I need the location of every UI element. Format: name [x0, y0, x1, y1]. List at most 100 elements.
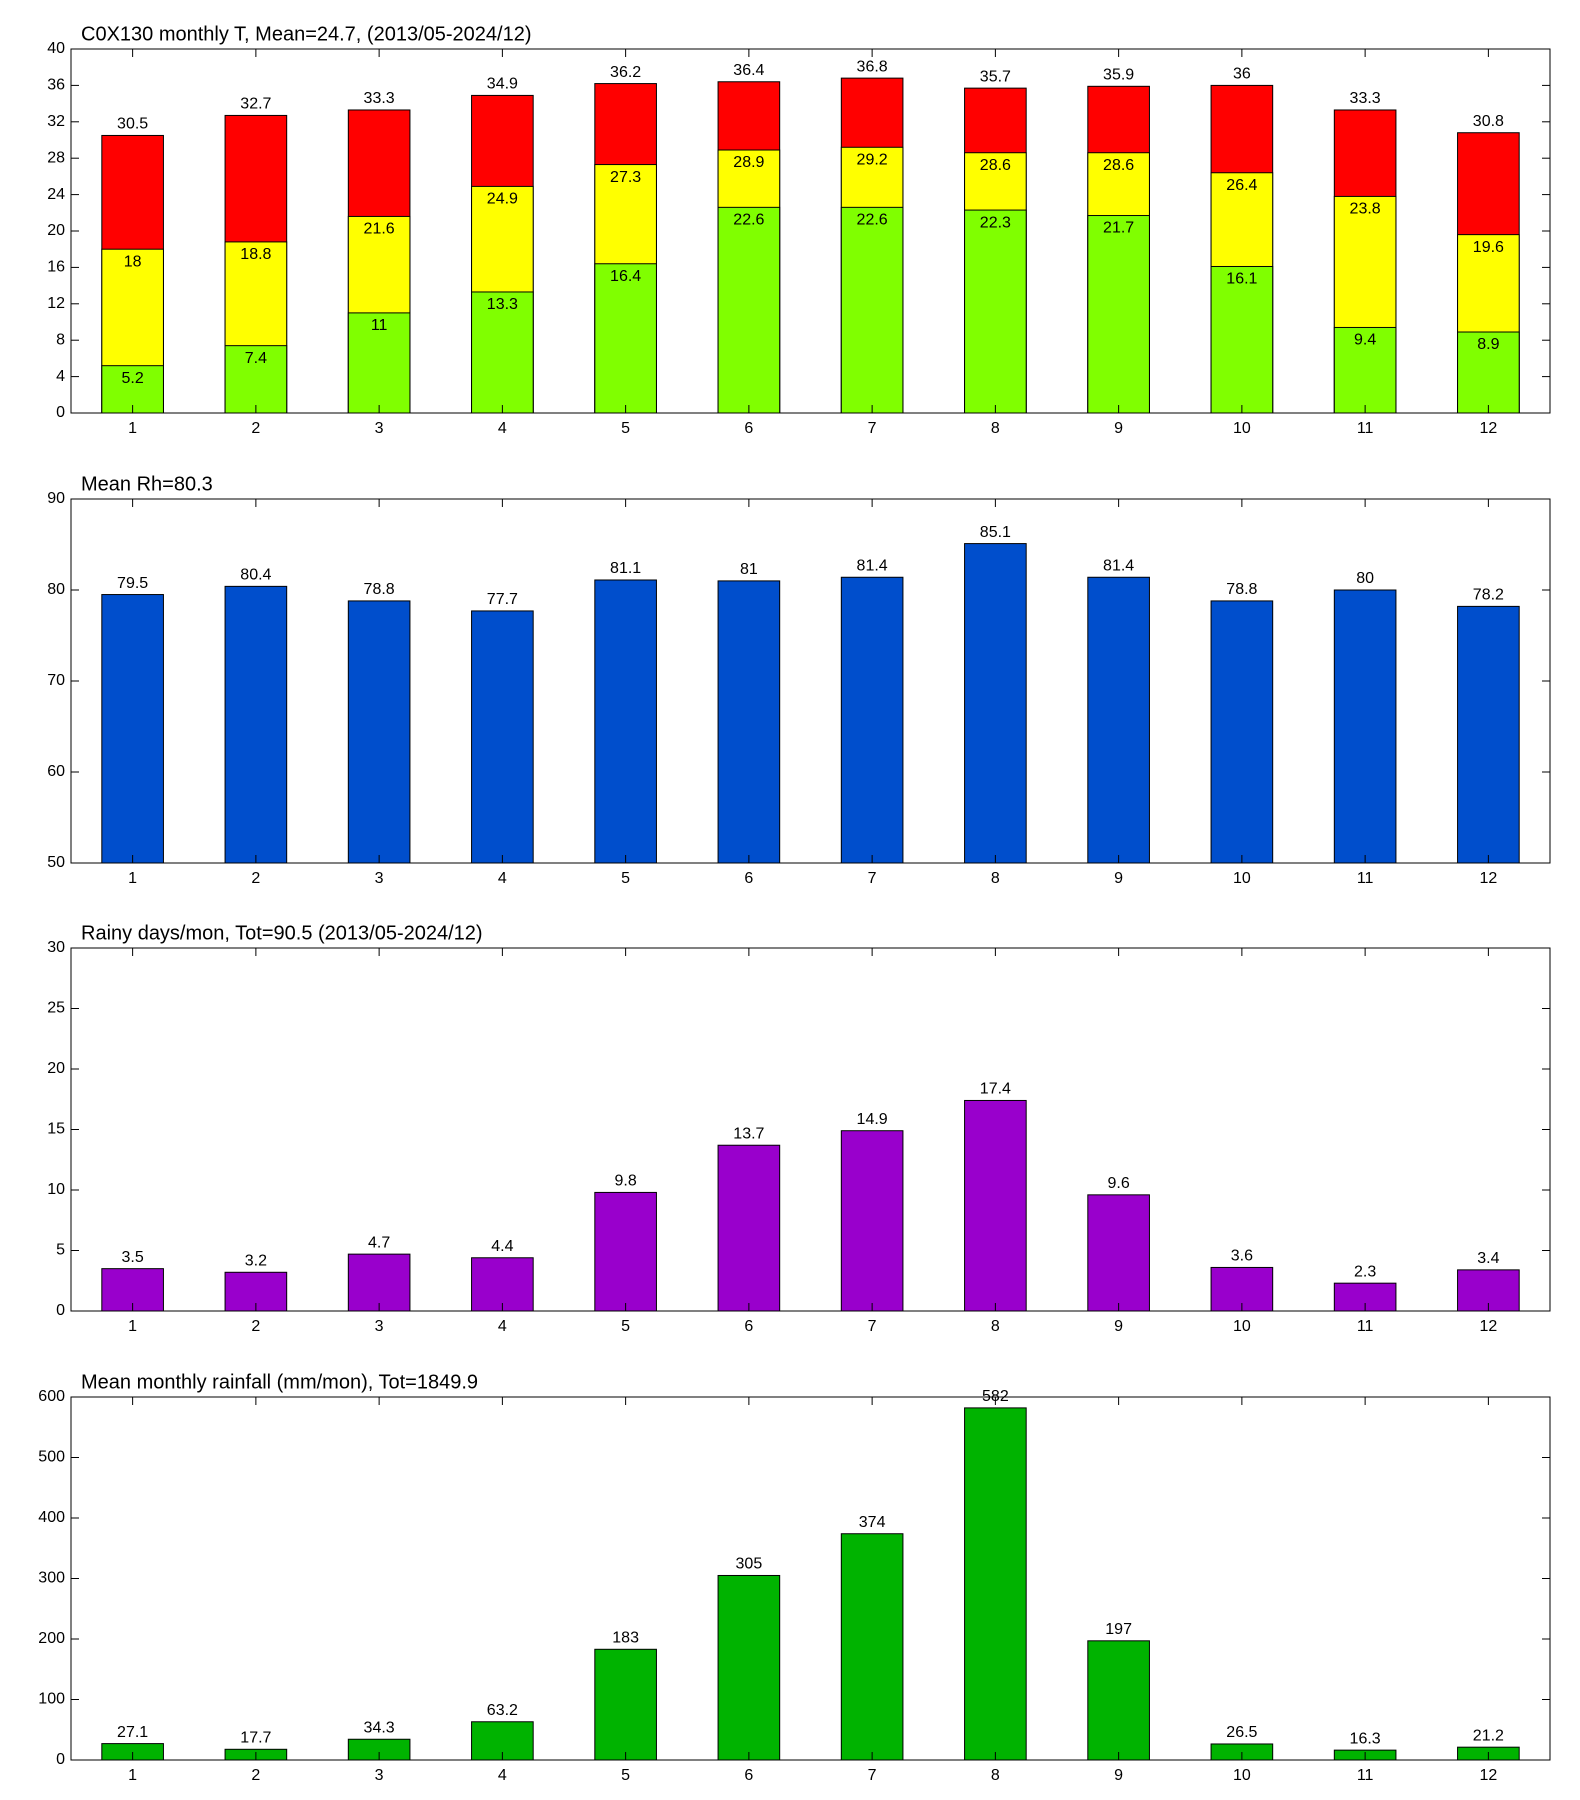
x-tick-label: 12	[1479, 420, 1497, 437]
data-label: 77.7	[487, 591, 518, 608]
data-label: 85.1	[980, 524, 1011, 541]
y-tick-label: 8	[56, 331, 65, 348]
data-label: 81	[740, 561, 758, 578]
bar	[840, 206, 904, 414]
y-tick-label: 28	[47, 149, 65, 166]
data-label: 35.7	[980, 68, 1011, 85]
data-label: 34.3	[364, 1719, 395, 1736]
x-tick-label: 8	[991, 420, 1000, 437]
x-tick-label: 2	[251, 420, 260, 437]
x-tick-label: 9	[1114, 1318, 1123, 1335]
bar	[347, 312, 411, 414]
bar	[101, 594, 164, 864]
data-label: 17.4	[980, 1081, 1011, 1098]
y-tick-label: 15	[47, 1121, 65, 1138]
data-label: 80	[1356, 570, 1374, 587]
data-label: 13.3	[487, 296, 518, 313]
data-label: 21.6	[364, 221, 395, 238]
x-tick-label: 9	[1114, 420, 1123, 437]
data-label: 22.3	[980, 214, 1011, 231]
x-tick-label: 6	[744, 420, 753, 437]
data-label: 80.4	[240, 567, 271, 584]
y-tick-label: 50	[47, 854, 65, 871]
x-tick-label: 3	[375, 420, 384, 437]
y-tick-label: 80	[47, 581, 65, 598]
data-label: 305	[736, 1556, 763, 1573]
x-tick-label: 4	[498, 870, 507, 887]
bar	[224, 585, 288, 864]
bar	[1210, 265, 1274, 414]
data-label: 63.2	[487, 1702, 518, 1719]
y-tick-label: 12	[47, 295, 65, 312]
chart-title: Mean Rh=80.3	[81, 473, 213, 495]
data-label: 32.7	[240, 96, 271, 113]
x-tick-label: 12	[1479, 1767, 1497, 1784]
bar	[347, 600, 411, 864]
bar	[840, 576, 904, 864]
bar	[717, 1574, 781, 1761]
data-label: 23.8	[1350, 201, 1381, 218]
y-tick-label: 100	[38, 1691, 65, 1708]
bar	[594, 1648, 657, 1761]
bar	[964, 1099, 1027, 1312]
bar	[347, 1253, 411, 1312]
x-tick-label: 1	[128, 870, 137, 887]
x-tick-label: 2	[251, 1318, 260, 1335]
x-tick-label: 3	[375, 1767, 384, 1784]
x-tick-label: 11	[1357, 870, 1374, 887]
x-tick-label: 1	[128, 1767, 137, 1784]
y-tick-label: 0	[56, 1302, 65, 1319]
y-tick-label: 90	[47, 490, 65, 507]
bar	[1087, 215, 1150, 414]
bar	[224, 345, 288, 414]
data-label: 24.9	[487, 191, 518, 208]
y-tick-label: 32	[47, 113, 65, 130]
x-tick-label: 4	[498, 420, 507, 437]
data-label: 78.2	[1473, 587, 1504, 604]
data-label: 17.7	[240, 1730, 271, 1747]
x-tick-label: 10	[1233, 420, 1251, 437]
y-tick-label: 0	[56, 404, 65, 421]
bar	[717, 580, 781, 864]
x-tick-label: 7	[868, 1767, 877, 1784]
data-label: 28.6	[1103, 157, 1134, 174]
data-label: 26.4	[1226, 177, 1257, 194]
x-tick-label: 10	[1233, 870, 1251, 887]
bar	[964, 543, 1027, 864]
x-tick-label: 1	[128, 1318, 137, 1335]
data-label: 374	[859, 1514, 886, 1531]
x-tick-label: 11	[1357, 420, 1374, 437]
bar	[840, 1533, 904, 1761]
bar	[594, 263, 657, 414]
data-label: 3.5	[122, 1249, 144, 1266]
data-label: 3.4	[1477, 1250, 1499, 1267]
data-label: 79.5	[117, 575, 148, 592]
y-tick-label: 60	[47, 763, 65, 780]
data-label: 30.8	[1473, 113, 1504, 130]
bar	[471, 291, 534, 414]
data-label: 22.6	[857, 212, 888, 229]
y-tick-label: 0	[56, 1751, 65, 1768]
bar	[717, 206, 781, 414]
data-label: 35.9	[1103, 67, 1134, 84]
data-label: 16.3	[1350, 1730, 1381, 1747]
x-tick-label: 11	[1357, 1767, 1374, 1784]
x-tick-label: 7	[868, 870, 877, 887]
x-tick-label: 9	[1114, 1767, 1123, 1784]
data-label: 9.4	[1354, 332, 1376, 349]
y-tick-label: 16	[47, 259, 65, 276]
data-label: 28.9	[733, 154, 764, 171]
data-label: 33.3	[364, 90, 395, 107]
data-label: 5.2	[122, 370, 144, 387]
x-tick-label: 9	[1114, 870, 1123, 887]
data-label: 14.9	[857, 1111, 888, 1128]
x-tick-label: 6	[744, 870, 753, 887]
plot-frame	[70, 1396, 1551, 1761]
data-label: 16.4	[610, 268, 641, 285]
x-tick-label: 6	[744, 1767, 753, 1784]
x-tick-label: 4	[498, 1767, 507, 1784]
data-label: 7.4	[245, 350, 267, 367]
data-label: 197	[1105, 1621, 1132, 1638]
bar	[1210, 600, 1274, 864]
